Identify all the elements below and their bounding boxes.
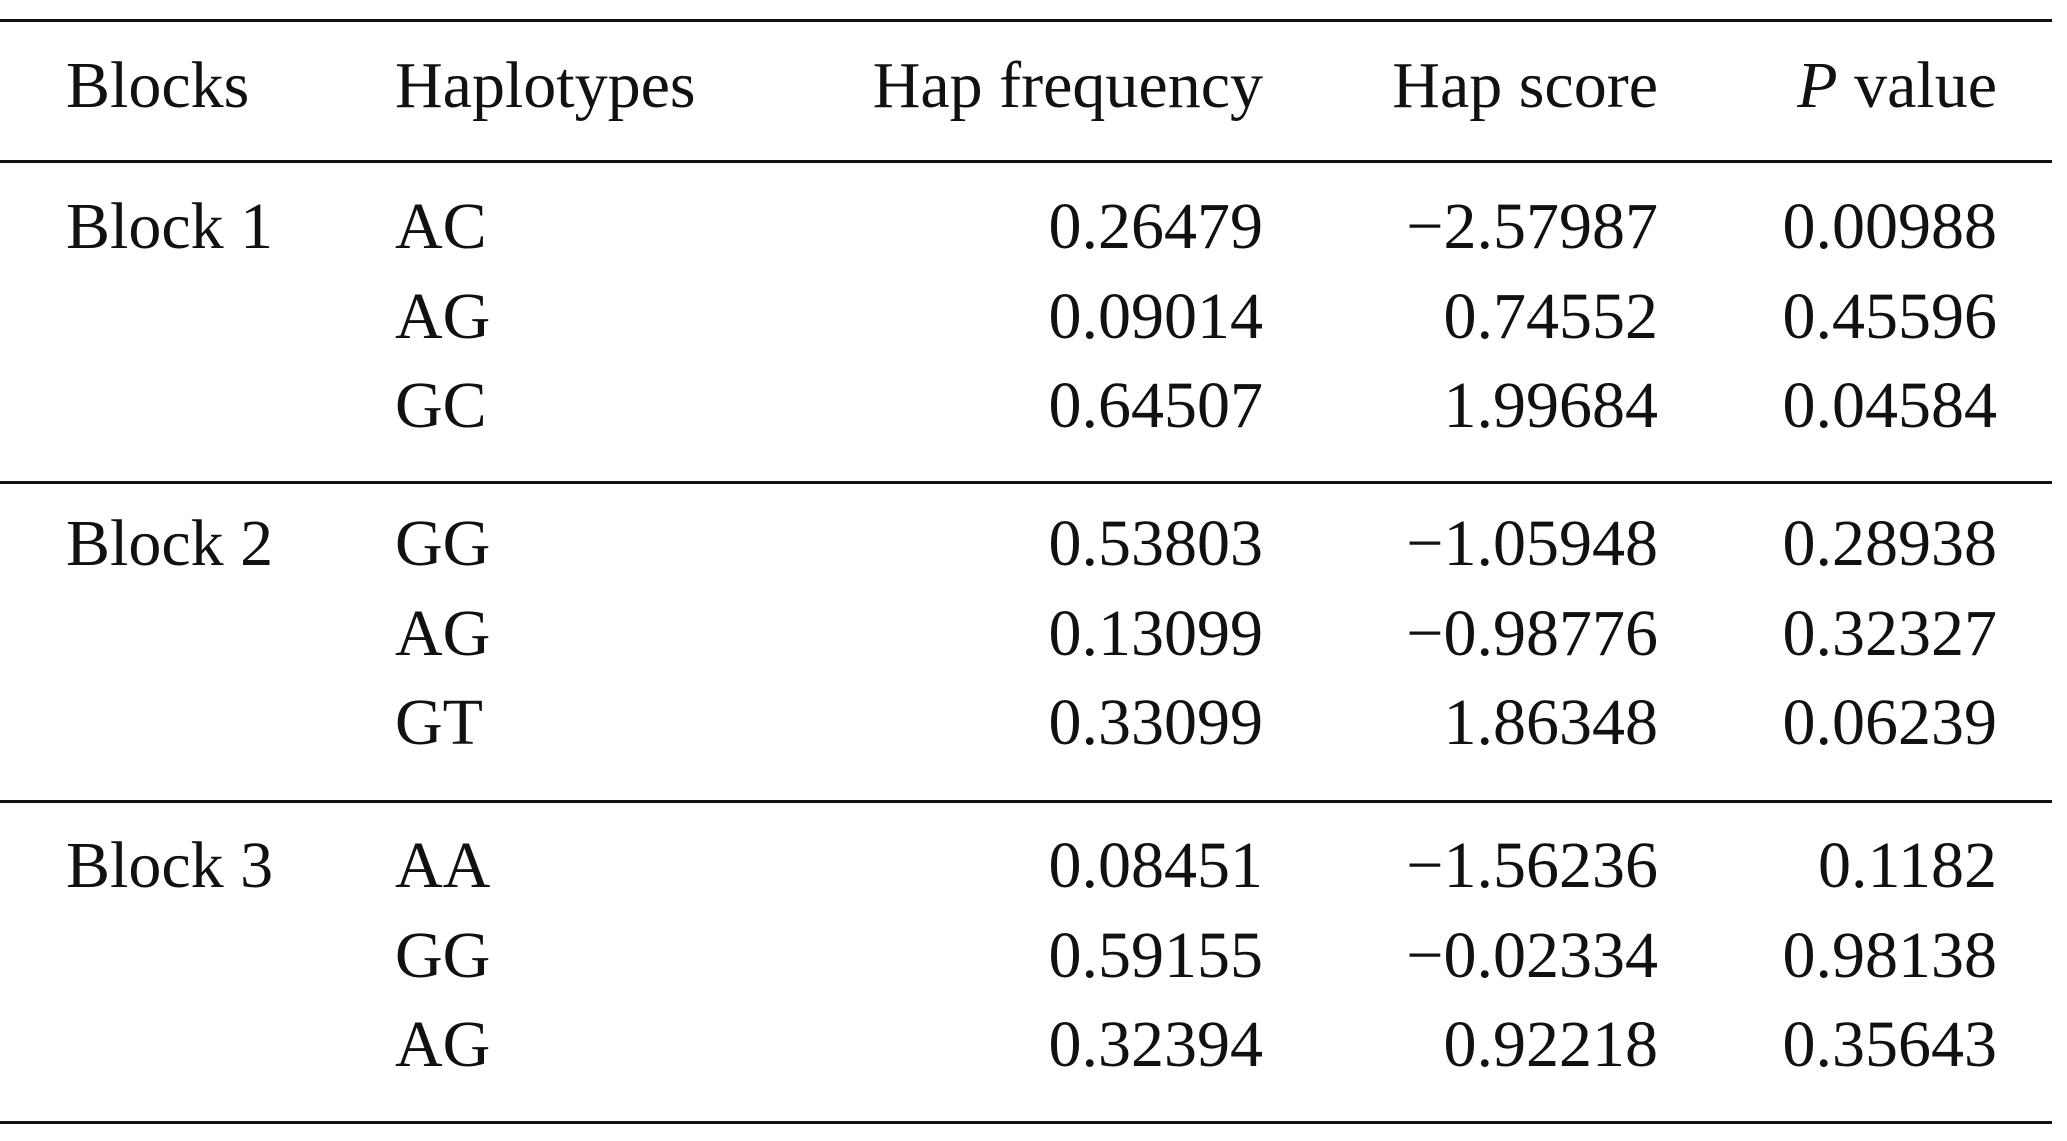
header-cell: Blocks xyxy=(66,49,250,122)
table-cell: 0.33099 xyxy=(1048,686,1264,759)
table-cell: 0.04584 xyxy=(1782,369,1998,442)
table-cell: 0.92218 xyxy=(1443,1008,1659,1081)
table-cell: GG xyxy=(395,507,491,580)
table-cell: −1.56236 xyxy=(1406,829,1658,902)
block-label: Block 3 xyxy=(66,829,274,902)
block-rule xyxy=(0,481,2052,484)
table-cell: GG xyxy=(395,918,491,992)
table-cell: AA xyxy=(395,829,491,902)
header-cell: Haplotypes xyxy=(395,49,696,122)
header-cell: Hap frequency xyxy=(872,49,1263,122)
table-cell: 1.99684 xyxy=(1443,369,1659,442)
table-cell: 0.45596 xyxy=(1782,279,1998,353)
table-cell: 0.28938 xyxy=(1782,507,1998,580)
table-cell: 0.32394 xyxy=(1048,1008,1264,1081)
table-cell: 1.86348 xyxy=(1443,686,1659,759)
table-cell: 0.98138 xyxy=(1782,918,1998,992)
table-cell: 0.08451 xyxy=(1048,829,1264,902)
table-cell: GT xyxy=(395,686,483,759)
table-cell: 0.06239 xyxy=(1782,686,1998,759)
table-cell: −1.05948 xyxy=(1406,507,1658,580)
block-rule xyxy=(0,800,2052,803)
table-cell: GC xyxy=(395,369,487,442)
table-cell: AC xyxy=(395,190,487,263)
table-cell: 0.59155 xyxy=(1048,918,1264,992)
top-rule xyxy=(0,19,2052,22)
table-cell: −0.02334 xyxy=(1406,918,1658,992)
table-cell: −0.98776 xyxy=(1406,596,1658,670)
header-cell: Hap score xyxy=(1392,49,1658,122)
table-cell: −2.57987 xyxy=(1406,190,1658,263)
table-cell: AG xyxy=(395,279,491,353)
header-cell: P value xyxy=(1797,53,1997,119)
table-cell: 0.32327 xyxy=(1782,596,1998,670)
table-cell: 0.00988 xyxy=(1782,190,1998,263)
header-text: value xyxy=(1854,49,1997,122)
table-cell: 0.35643 xyxy=(1782,1008,1998,1081)
table-cell: 0.09014 xyxy=(1048,279,1264,353)
table-cell: 0.26479 xyxy=(1048,190,1264,263)
table-cell: 0.64507 xyxy=(1048,369,1264,442)
table-cell: 0.1182 xyxy=(1817,829,1997,902)
block-label: Block 1 xyxy=(66,190,274,263)
block-label: Block 2 xyxy=(66,507,274,580)
table-cell: 0.74552 xyxy=(1443,279,1659,353)
header-rule xyxy=(0,160,2052,163)
block-rule xyxy=(0,1121,2052,1124)
table-cell: AG xyxy=(395,596,491,670)
header-italic: P xyxy=(1797,49,1838,122)
table-cell: 0.53803 xyxy=(1048,507,1264,580)
table-cell: 0.13099 xyxy=(1048,596,1264,670)
table-cell: AG xyxy=(395,1008,491,1081)
